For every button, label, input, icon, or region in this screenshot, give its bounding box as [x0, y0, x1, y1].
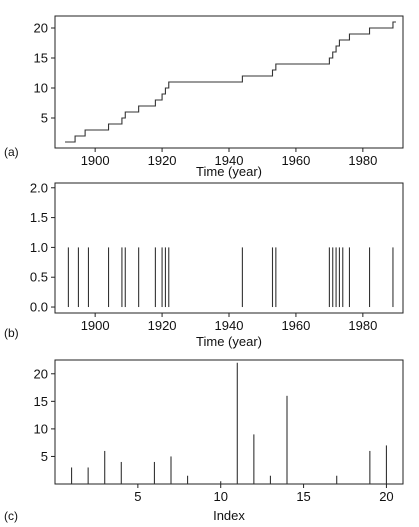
panel-c-x-tick-label: 5 [134, 489, 141, 504]
panel-b-x-axis-label: Time (year) [196, 334, 262, 349]
panel-b-y-tick-label: 2.0 [30, 180, 48, 195]
panel-b-x-tick-label: 1980 [348, 318, 377, 333]
panel-b-y-tick-label: 0.0 [30, 300, 48, 315]
panel-c-y-tick-label: 5 [41, 449, 48, 464]
panel-b-y-tick-label: 1.5 [30, 210, 48, 225]
panel-c-plot-frame [55, 360, 403, 484]
panel-c-y-tick-label: 20 [34, 366, 48, 381]
panel-b-label: (b) [4, 326, 19, 340]
panel-a-y-tick-label: 20 [34, 21, 48, 36]
panel-c-y-tick-label: 10 [34, 421, 48, 436]
panel-c-x-tick-label: 15 [296, 489, 310, 504]
panel-a-cumulative-step-line [65, 22, 396, 142]
panel-c-ticks: 5 10 15 20 5 10 15 20 [34, 366, 394, 504]
panel-b: 1900 1920 1940 1960 1980 0.0 0.5 1.0 1.5 2.0 Time… [4, 180, 403, 349]
panel-b-x-tick-label: 1920 [148, 318, 177, 333]
panel-b-plot-frame [55, 183, 403, 313]
panel-b-x-tick-label: 1900 [81, 318, 110, 333]
panel-c: 5 10 15 20 5 10 15 20 Index (c) [4, 360, 403, 523]
panel-a-y-tick-label: 10 [34, 81, 48, 96]
panel-b-y-tick-label: 1.0 [30, 240, 48, 255]
panel-c-x-tick-label: 10 [213, 489, 227, 504]
panel-a-label: (a) [4, 145, 19, 159]
panel-b-x-tick-label: 1940 [215, 318, 244, 333]
panel-c-spikes [72, 363, 387, 484]
panel-a-x-tick-label: 1920 [148, 153, 177, 168]
panel-b-spikes [68, 247, 393, 307]
panel-a-x-tick-label: 1900 [81, 153, 110, 168]
panel-b-ticks: 1900 1920 1940 1960 1980 0.0 0.5 1.0 1.5 2.0 [30, 180, 377, 333]
panel-c-x-tick-label: 20 [379, 489, 393, 504]
panel-c-x-axis-label: Index [213, 508, 245, 523]
panel-a-x-tick-label: 1960 [281, 153, 310, 168]
panel-b-x-tick-label: 1960 [281, 318, 310, 333]
panel-c-y-tick-label: 15 [34, 394, 48, 409]
panel-a-y-tick-label: 15 [34, 51, 48, 66]
panel-b-y-tick-label: 0.5 [30, 270, 48, 285]
panel-a-x-axis-label: Time (year) [196, 164, 262, 179]
panel-c-label: (c) [4, 509, 18, 523]
panel-a-x-tick-label: 1980 [348, 153, 377, 168]
panel-a-y-tick-label: 5 [41, 111, 48, 126]
